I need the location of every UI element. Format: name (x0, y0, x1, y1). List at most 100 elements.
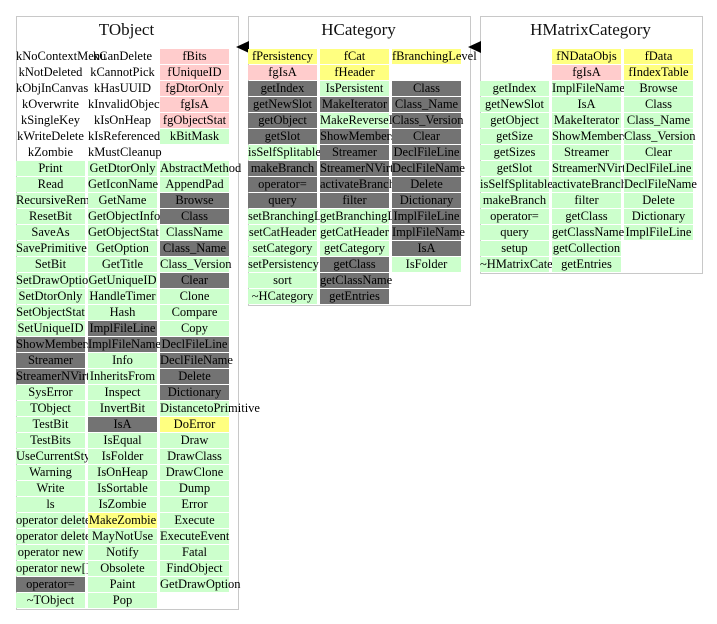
member-cell: kNoContextMenu (16, 49, 107, 63)
member-cell: operator delete (16, 513, 91, 528)
member-cell: kHasUUID (94, 81, 151, 95)
member-cell: Hash (88, 305, 157, 320)
member-cell (480, 65, 549, 80)
member-cell: HandleTimer (88, 289, 157, 304)
member-cell: sort (248, 273, 317, 288)
member-cell: activateBranch (320, 177, 395, 192)
member-cell: DeclFileName (392, 161, 465, 176)
member-cell: DeclFileLine (624, 161, 693, 176)
member-cell: IsA (88, 417, 157, 432)
member-cell: ~HCategory (248, 289, 317, 304)
member-cell: SaveAs (16, 225, 85, 240)
member-cell: getIndex (480, 81, 549, 96)
member-cell: fPersistency (248, 49, 317, 64)
member-cell: fHeader (320, 65, 389, 80)
member-cell: GetName (88, 193, 157, 208)
member-cell: filter (320, 193, 389, 208)
member-cell: SetDrawOption (16, 273, 95, 288)
member-cell: kSingleKey (20, 113, 81, 127)
member-cell: fCat (320, 49, 389, 64)
member-cell: activateBranch (552, 177, 627, 192)
member-cell: Compare (160, 305, 229, 320)
member-cell: Dictionary (160, 385, 229, 400)
member-cell: Dictionary (624, 209, 693, 224)
member-cell: MakeIterator (320, 97, 389, 112)
member-cell: UseCurrentStyle (16, 449, 100, 464)
member-cell: StreamerNVirtual (552, 161, 641, 176)
member-cell: Execute (160, 513, 229, 528)
member-cell: kIsReferenced (88, 129, 161, 143)
member-cell: ~TObject (16, 593, 85, 608)
member-cell: Class (160, 209, 229, 224)
member-cell: fgObjectStat (160, 113, 229, 128)
member-cell: Obsolete (88, 561, 157, 576)
member-cell: AppendPad (160, 177, 229, 192)
member-cell: Print (16, 161, 85, 176)
member-cell: Pop (88, 593, 157, 608)
member-cell: GetOption (88, 241, 157, 256)
member-cell: MayNotUse (88, 529, 157, 544)
member-cell: MakeZombie (88, 513, 157, 528)
member-cell: InheritsFrom (88, 369, 157, 384)
member-cell: GetIconName (88, 177, 159, 192)
member-cell: AbstractMethod (160, 161, 242, 176)
member-cell: DeclFileLine (160, 337, 229, 352)
member-cell: fNDataObjs (552, 49, 621, 64)
member-cell: Class_Version (160, 257, 232, 272)
member-cell: Class (624, 97, 693, 112)
member-cell: DoError (160, 417, 229, 432)
member-cell: Clear (160, 273, 229, 288)
member-cell: operator delete[] (16, 529, 99, 544)
member-cell: getEntries (552, 257, 621, 272)
member-cell: GetObjectStat (88, 225, 159, 240)
member-cell: SetObjectStat (16, 305, 85, 320)
member-cell: Draw (160, 433, 229, 448)
member-cell: getBranchingLevel (320, 209, 416, 224)
member-cell: GetObjectInfo (88, 209, 161, 224)
member-cell: getSize (480, 129, 549, 144)
member-cell: Dump (160, 481, 229, 496)
member-cell: DeclFileName (160, 353, 233, 368)
member-cell: makeBranch (248, 161, 317, 176)
member-cell: StreamerNVirtual (16, 369, 105, 384)
member-cell: getSlot (480, 161, 549, 176)
member-cell: Paint (88, 577, 157, 592)
member-cell: Delete (624, 193, 693, 208)
member-cell: kIsOnHeap (94, 113, 151, 127)
member-cell: IsSortable (88, 481, 157, 496)
member-cell: DrawClone (160, 465, 229, 480)
member-cell: getClassName (552, 225, 625, 240)
member-cell: getIndex (248, 81, 317, 96)
member-cell: getClass (552, 209, 621, 224)
member-cell: Class (392, 81, 461, 96)
member-cell: fIndexTable (624, 65, 693, 80)
member-cell: operator new[] (16, 561, 90, 576)
member-cell: ImplFileLine (88, 321, 157, 336)
member-cell: getClassName (320, 273, 393, 288)
member-cell: TObject (16, 401, 85, 416)
member-cell: makeBranch (480, 193, 549, 208)
member-cell: kWriteDelete (17, 129, 84, 143)
member-cell: SetUniqueID (16, 321, 85, 336)
member-cell: ShowMembers (16, 337, 92, 352)
member-cell: Browse (160, 193, 229, 208)
member-cell: ImplFileName (552, 81, 625, 96)
member-cell: IsPersistent (320, 81, 389, 96)
member-cell: operator= (16, 577, 85, 592)
member-cell: SetDtorOnly (16, 289, 85, 304)
member-cell: Info (88, 353, 157, 368)
member-cell: FindObject (160, 561, 229, 576)
member-cell: MakeReverseIterator (320, 113, 426, 128)
member-cell: getCatHeader (320, 225, 389, 240)
member-cell: ShowMembers (552, 129, 628, 144)
member-cell: ls (16, 497, 85, 512)
member-cell (160, 145, 229, 160)
member-cell: Browse (624, 81, 693, 96)
member-cell: Streamer (16, 353, 85, 368)
member-cell: Class_Name (624, 113, 693, 128)
member-cell: kObjInCanvas (16, 81, 89, 95)
class-title-hmatrixcategory: HMatrixCategory (530, 20, 651, 39)
member-cell: fUniqueID (160, 65, 229, 80)
member-cell: Class_Name (160, 241, 229, 256)
member-cell: getObject (480, 113, 549, 128)
